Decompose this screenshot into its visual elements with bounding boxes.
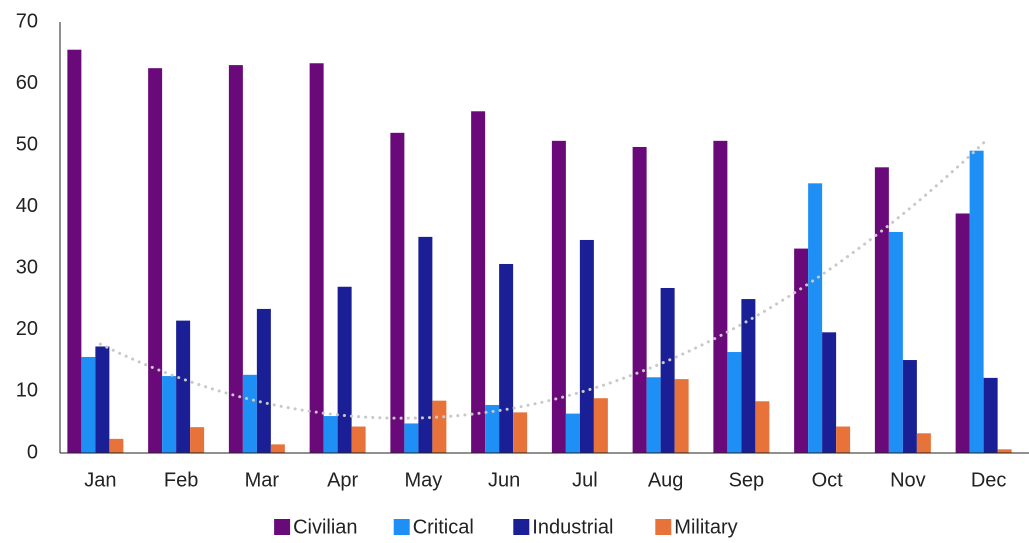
- bar: [727, 352, 742, 453]
- x-tick-label: Nov: [890, 469, 926, 491]
- bar: [808, 183, 823, 453]
- bar: [418, 236, 433, 453]
- bar: [660, 287, 675, 453]
- bar: [997, 449, 1012, 453]
- y-tick-label: 70: [16, 10, 38, 32]
- x-tick-label: Jul: [572, 469, 598, 491]
- bar: [551, 140, 566, 453]
- bar: [109, 438, 124, 453]
- bar: [836, 426, 851, 453]
- y-tick-label: 40: [16, 195, 38, 217]
- trendline: [98, 136, 991, 420]
- bar: [432, 400, 447, 453]
- legend-label: Civilian: [293, 516, 357, 538]
- bar: [351, 426, 366, 453]
- bar: [593, 398, 608, 453]
- x-tick-label: Jan: [84, 469, 116, 491]
- x-tick-label: Feb: [164, 469, 198, 491]
- bar: [404, 423, 419, 453]
- bar: [309, 63, 324, 453]
- bar: [176, 320, 191, 453]
- y-tick-label: 60: [16, 72, 38, 94]
- bar: [916, 433, 931, 453]
- bar: [190, 427, 205, 453]
- bar: [741, 299, 756, 453]
- bar: [646, 377, 661, 453]
- bar: [148, 68, 163, 453]
- bar: [485, 404, 500, 453]
- x-tick-label: Apr: [327, 469, 358, 491]
- x-tick-label: Aug: [648, 469, 684, 491]
- y-tick-label: 30: [16, 257, 38, 279]
- bar: [902, 360, 917, 453]
- x-tick-label: Jun: [488, 469, 520, 491]
- y-tick-label: 50: [16, 133, 38, 155]
- legend-swatch: [655, 519, 672, 535]
- bar: [983, 377, 998, 453]
- bar: [713, 140, 728, 453]
- bar: [162, 376, 177, 453]
- bar: [955, 213, 970, 453]
- x-tick-label: Sep: [729, 469, 765, 491]
- y-tick-label: 20: [16, 318, 38, 340]
- legend-label: Military: [674, 516, 737, 538]
- bar: [969, 150, 984, 454]
- legend-swatch: [393, 519, 410, 535]
- bar: [323, 416, 338, 453]
- y-tick-label: 0: [27, 441, 38, 463]
- bar: [67, 49, 82, 453]
- y-tick-label: 10: [16, 380, 38, 402]
- x-tick-label: Mar: [245, 469, 280, 491]
- bar: [95, 346, 110, 453]
- bar: [755, 401, 770, 453]
- bar: [270, 444, 285, 453]
- bar: [565, 413, 580, 453]
- bar: [242, 374, 257, 453]
- bar: [499, 263, 514, 453]
- bar: [888, 231, 903, 453]
- x-tick-label: Oct: [812, 469, 844, 491]
- bar: [471, 111, 486, 454]
- bar: [337, 286, 352, 453]
- bar: [228, 65, 243, 453]
- bar: [822, 332, 837, 453]
- legend-label: Critical: [413, 516, 474, 538]
- bar: [256, 308, 271, 453]
- bar: [632, 146, 647, 454]
- bar: [579, 239, 594, 453]
- x-tick-label: May: [404, 469, 442, 491]
- bar: [81, 356, 96, 453]
- x-tick-label: Dec: [971, 469, 1007, 491]
- bar: [874, 167, 889, 453]
- legend-label: Industrial: [532, 516, 613, 538]
- bar: [513, 412, 528, 453]
- bar: [674, 379, 689, 453]
- bar: [794, 248, 809, 453]
- legend-swatch: [513, 519, 530, 535]
- bar: [390, 132, 405, 454]
- legend-swatch: [274, 519, 291, 535]
